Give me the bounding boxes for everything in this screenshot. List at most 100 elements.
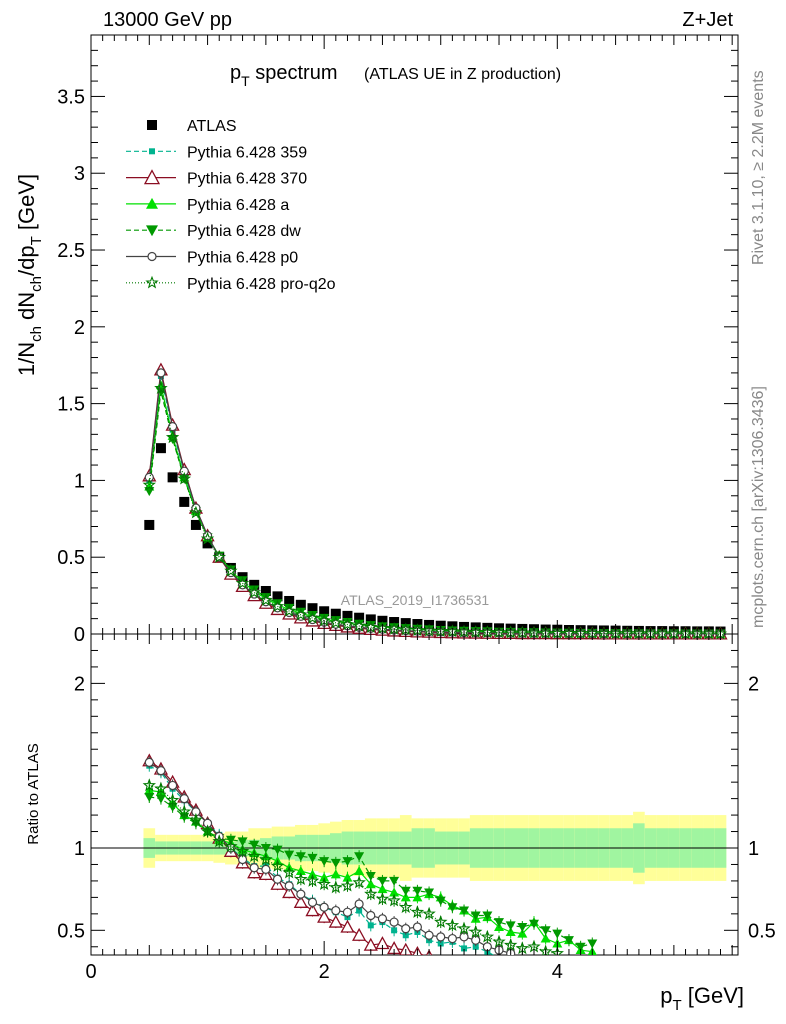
ratio-point (389, 876, 400, 886)
data-point (155, 443, 166, 454)
data-point (284, 595, 295, 606)
legend-entry: Pythia 6.428 p0 (126, 250, 298, 267)
data-point (354, 612, 365, 623)
ratio-plot-frame (90, 633, 739, 956)
ratio-point (294, 872, 308, 885)
ratio-point (352, 875, 366, 889)
ratio-point (330, 869, 341, 879)
ratio-point (398, 900, 413, 913)
ratio-point (200, 824, 215, 838)
legend-marker (143, 169, 161, 185)
ratio-point (366, 910, 376, 921)
ratio-point (402, 932, 409, 939)
ratio-point (261, 864, 271, 875)
main-y-tick-label: 3.5 (57, 86, 85, 108)
ratio-point (154, 781, 168, 795)
legend-label: ATLAS (187, 118, 237, 135)
ratio-point (356, 907, 363, 914)
data-point (202, 538, 213, 549)
main-y-label: 1/Nch dNch/dpT [GeV] (14, 174, 45, 376)
data-point (249, 579, 260, 590)
ratio-point (422, 906, 436, 920)
data-point (142, 477, 157, 491)
ratio-point (212, 834, 227, 848)
data-point (235, 576, 250, 590)
ratio-point (307, 897, 318, 907)
process-label: Z+Jet (682, 9, 733, 31)
ratio-point (400, 892, 411, 902)
ratio-point (293, 894, 308, 908)
ratio-point (424, 930, 434, 940)
ratio-point (401, 924, 411, 934)
ratio-point (168, 780, 178, 791)
ratio-point (284, 850, 295, 860)
ratio-point (260, 844, 271, 853)
data-point (144, 519, 155, 530)
main-y-tick-label: 0.5 (57, 547, 85, 569)
ratio-y-tick-label: 1 (74, 838, 85, 860)
legend-label: Pythia 6.428 pro-q2o (187, 276, 336, 293)
ratio-point (389, 917, 399, 927)
ratio-point (563, 936, 574, 946)
ratio-point (144, 792, 155, 802)
ratio-point (189, 812, 203, 826)
data-point (294, 607, 308, 621)
data-point (377, 615, 388, 626)
legend-entry: Pythia 6.428 359 (126, 144, 307, 161)
ratio-point (412, 886, 423, 896)
ratio-point (307, 853, 318, 863)
uncertainty-band (91, 811, 738, 885)
data-point (224, 563, 238, 577)
x-tick-label: 0 (85, 961, 96, 983)
data-point (282, 603, 296, 617)
ratio-point (492, 934, 506, 948)
ratio-point (377, 914, 388, 924)
ratio-point (494, 918, 505, 928)
ratio-point (330, 858, 341, 868)
data-point (247, 585, 261, 599)
ratio-y-tick-label: 0.5 (57, 920, 85, 942)
legend-label: Pythia 6.428 dw (187, 223, 301, 240)
ratio-point (340, 878, 355, 892)
plot-title-paren: (ATLAS UE in Z production) (364, 66, 561, 83)
ratio-point (156, 766, 166, 776)
ratio-series-pythia-6-428-dw (144, 790, 598, 953)
ratio-point (272, 845, 283, 855)
main-y-tick-label: 3 (74, 163, 85, 185)
ratio-point (436, 932, 446, 942)
legend-entry: Pythia 6.428 pro-q2o (126, 275, 336, 293)
data-point (305, 610, 320, 624)
ratio-point (319, 902, 329, 912)
ratio-point (249, 840, 260, 850)
ratio-point (365, 871, 376, 881)
data-point (179, 466, 189, 476)
data-point (272, 591, 283, 602)
data-point (340, 617, 355, 631)
xlabel-p: p (660, 983, 672, 1008)
ylabel-sub-ch-2: ch (28, 276, 45, 292)
ratio-point (472, 943, 479, 950)
ratio-point (352, 927, 367, 941)
ratio-series-pythia-6-428-pro-q2o (142, 778, 564, 955)
ratio-point (540, 926, 551, 936)
ylabel-part-1: 1/N (14, 342, 39, 376)
ratio-point (412, 892, 423, 902)
legend: ATLAS Pythia 6.428 359 Pythia 6.428 370 Pyt… (126, 118, 336, 293)
data-point (270, 599, 285, 613)
data-point (365, 614, 376, 625)
ratio-point (307, 869, 318, 879)
ratio-point (496, 955, 502, 961)
data-point (212, 550, 227, 563)
data-point (189, 505, 203, 519)
data-point (330, 608, 341, 619)
ratio-point (391, 927, 398, 934)
ratio-point (237, 837, 248, 847)
ratio-point (377, 876, 388, 886)
ratio-point (410, 905, 425, 918)
ratio-point (259, 852, 273, 866)
ratio-point (354, 852, 365, 862)
ratio-point (517, 928, 528, 938)
ratio-point (459, 906, 470, 916)
ratio-point (447, 903, 458, 913)
legend-label: Pythia 6.428 359 (187, 144, 307, 161)
